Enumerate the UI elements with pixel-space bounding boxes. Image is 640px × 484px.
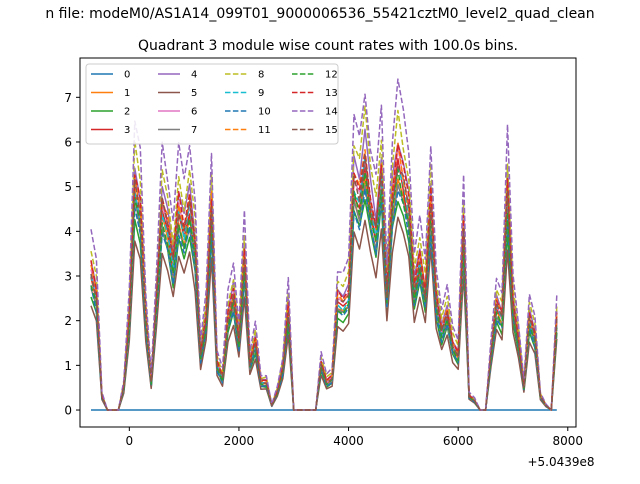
legend-label-12: 12 [325,70,338,81]
series-line-15 [90,154,558,411]
x-tick-label: 4000 [333,434,364,448]
figure-suptitle: n file: modeM0/AS1A14_099T01_9000006536_… [45,6,594,22]
legend-label-1: 1 [124,88,130,99]
y-tick-label: 1 [64,359,72,373]
y-tick-label: 4 [64,225,72,239]
legend-label-14: 14 [325,107,338,118]
x-tick-label: 2000 [224,434,255,448]
y-tick-label: 5 [64,180,72,194]
legend-label-13: 13 [325,88,338,99]
legend-label-9: 9 [258,88,264,99]
legend-label-2: 2 [124,107,130,118]
series-layer [90,78,558,411]
x-tick-label: 8000 [553,434,584,448]
y-tick-label: 6 [64,135,72,149]
legend-label-5: 5 [191,88,197,99]
x-offset-label: +5.0439e8 [527,455,594,469]
x-tick-label: 0 [126,434,134,448]
legend-box [85,63,339,145]
legend-label-15: 15 [325,125,338,136]
y-tick-label: 0 [64,404,72,418]
legend-label-6: 6 [191,107,197,118]
y-tick-label: 2 [64,314,72,328]
y-tick-label: 3 [64,270,72,284]
legend-label-3: 3 [124,125,130,136]
legend-label-0: 0 [124,70,130,81]
y-tick-label: 7 [64,91,72,105]
legend-label-11: 11 [258,125,271,136]
chart-title: Quadrant 3 module wise count rates with … [138,38,518,54]
series-line-14 [90,78,558,411]
legend-label-4: 4 [191,70,197,81]
x-tick-label: 6000 [443,434,474,448]
plot-frame [79,57,577,428]
legend-label-8: 8 [258,70,264,81]
legend-label-7: 7 [191,125,197,136]
legend-label-10: 10 [258,107,271,118]
